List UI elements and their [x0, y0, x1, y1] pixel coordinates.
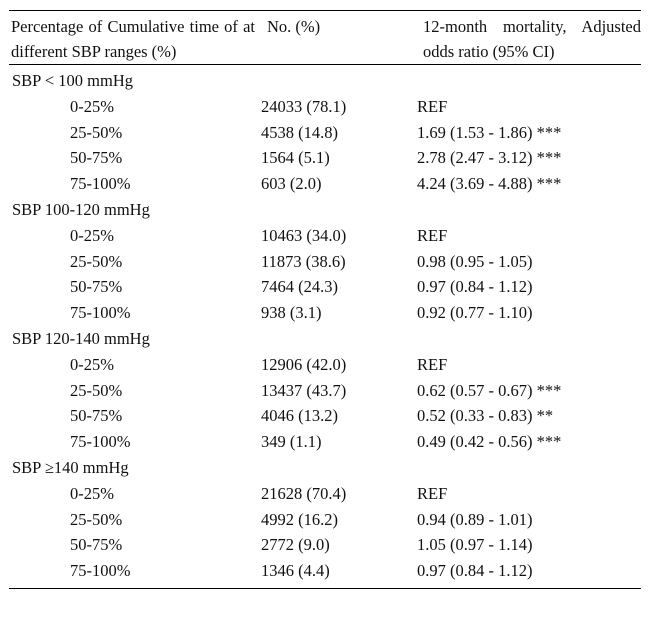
- results-table: Percentage of Cumulative time of at diff…: [9, 10, 641, 589]
- odds-ratio-cell: 0.92 (0.77 - 1.10): [417, 303, 533, 323]
- group-label: SBP < 100 mmHg: [12, 71, 134, 90]
- odds-ratio-cell: 1.05 (0.97 - 1.14): [417, 535, 533, 555]
- table-row: 75-100% 1346 (4.4) 0.97 (0.84 - 1.12): [9, 558, 641, 584]
- range-cell: 75-100%: [70, 303, 131, 323]
- odds-ratio-cell: 0.97 (0.84 - 1.12): [417, 277, 533, 297]
- odds-ratio-cell: 0.98 (0.95 - 1.05): [417, 251, 533, 271]
- odds-ratio-cell: 0.52 (0.33 - 0.83) **: [417, 406, 554, 426]
- count-cell: 1564 (5.1): [261, 148, 330, 168]
- table-row: 0-25% 10463 (34.0) REF: [9, 223, 641, 249]
- table-row: 75-100% 938 (3.1) 0.92 (0.77 - 1.10): [9, 300, 641, 326]
- range-cell: 75-100%: [70, 174, 131, 194]
- count-cell: 349 (1.1): [261, 432, 322, 452]
- table-row: 50-75% 1564 (5.1) 2.78 (2.47 - 3.12) ***: [9, 145, 641, 171]
- range-cell: 0-25%: [70, 96, 114, 116]
- odds-ratio-cell: 0.97 (0.84 - 1.12): [417, 561, 533, 581]
- odds-ratio-cell: REF: [417, 483, 448, 503]
- count-cell: 12906 (42.0): [261, 354, 347, 374]
- table-row: 50-75% 2772 (9.0) 1.05 (0.97 - 1.14): [9, 532, 641, 558]
- range-cell: 25-50%: [70, 380, 123, 400]
- odds-ratio-cell: 1.69 (1.53 - 1.86) ***: [417, 122, 562, 142]
- count-cell: 2772 (9.0): [261, 535, 330, 555]
- table-row: 75-100% 603 (2.0) 4.24 (3.69 - 4.88) ***: [9, 171, 641, 197]
- range-cell: 50-75%: [70, 406, 123, 426]
- range-cell: 50-75%: [70, 535, 123, 555]
- count-cell: 603 (2.0): [261, 174, 322, 194]
- range-cell: 50-75%: [70, 148, 123, 168]
- group-label: SBP 100-120 mmHg: [12, 199, 150, 219]
- table-row: 0-25% 24033 (78.1) REF: [9, 94, 641, 120]
- odds-ratio-cell: REF: [417, 354, 448, 374]
- count-cell: 1346 (4.4): [261, 561, 330, 581]
- range-cell: 0-25%: [70, 354, 114, 374]
- count-cell: 13437 (43.7): [261, 380, 347, 400]
- header-odds-column: 12-month mortality, Adjusted odds ratio …: [423, 17, 641, 61]
- count-cell: 4538 (14.8): [261, 122, 338, 142]
- group-label: SBP 120-140 mmHg: [12, 328, 150, 348]
- range-cell: 75-100%: [70, 432, 131, 452]
- range-cell: 50-75%: [70, 277, 123, 297]
- table-row: 75-100% 349 (1.1) 0.49 (0.42 - 0.56) ***: [9, 429, 641, 455]
- range-cell: 0-25%: [70, 225, 114, 245]
- range-cell: 25-50%: [70, 122, 123, 142]
- header-rule: [9, 64, 641, 65]
- count-cell: 938 (3.1): [261, 303, 322, 323]
- table-row: 0-25% 12906 (42.0) REF: [9, 352, 641, 378]
- count-cell: 10463 (34.0): [261, 225, 347, 245]
- bottom-rule: [9, 587, 641, 589]
- top-rule: [9, 10, 641, 11]
- table-row: 25-50% 13437 (43.7) 0.62 (0.57 - 0.67) ***: [9, 378, 641, 404]
- range-cell: 75-100%: [70, 561, 131, 581]
- header-count-column: No. (%): [267, 17, 321, 36]
- count-cell: 24033 (78.1): [261, 96, 347, 116]
- count-cell: 4992 (16.2): [261, 509, 338, 529]
- odds-ratio-cell: 0.62 (0.57 - 0.67) ***: [417, 380, 562, 400]
- odds-ratio-cell: 4.24 (3.69 - 4.88) ***: [417, 174, 562, 194]
- table-row: 50-75% 7464 (24.3) 0.97 (0.84 - 1.12): [9, 274, 641, 300]
- range-cell: 0-25%: [70, 483, 114, 503]
- count-cell: 4046 (13.2): [261, 406, 338, 426]
- table-row: 25-50% 4992 (16.2) 0.94 (0.89 - 1.01): [9, 507, 641, 533]
- table-header: Percentage of Cumulative time of at diff…: [9, 11, 641, 64]
- table-row: 50-75% 4046 (13.2) 0.52 (0.33 - 0.83) **: [9, 403, 641, 429]
- count-cell: 11873 (38.6): [261, 251, 346, 271]
- odds-ratio-cell: REF: [417, 225, 448, 245]
- odds-ratio-cell: REF: [417, 96, 448, 116]
- range-cell: 25-50%: [70, 251, 123, 271]
- table-row: 25-50% 4538 (14.8) 1.69 (1.53 - 1.86) ***: [9, 120, 641, 146]
- group-label: SBP ≥140 mmHg: [12, 457, 129, 477]
- odds-ratio-cell: 0.94 (0.89 - 1.01): [417, 509, 533, 529]
- odds-ratio-cell: 2.78 (2.47 - 3.12) ***: [417, 148, 562, 168]
- table-row: 0-25% 21628 (70.4) REF: [9, 481, 641, 507]
- count-cell: 7464 (24.3): [261, 277, 338, 297]
- table-row: 25-50% 11873 (38.6) 0.98 (0.95 - 1.05): [9, 249, 641, 275]
- odds-ratio-cell: 0.49 (0.42 - 0.56) ***: [417, 432, 562, 452]
- range-cell: 25-50%: [70, 509, 123, 529]
- count-cell: 21628 (70.4): [261, 483, 347, 503]
- table-body: SBP < 100 mmHg 0-25% 24033 (78.1) REF 25-50%…: [9, 65, 641, 588]
- header-range-column: Percentage of Cumulative time of at diff…: [11, 17, 255, 61]
